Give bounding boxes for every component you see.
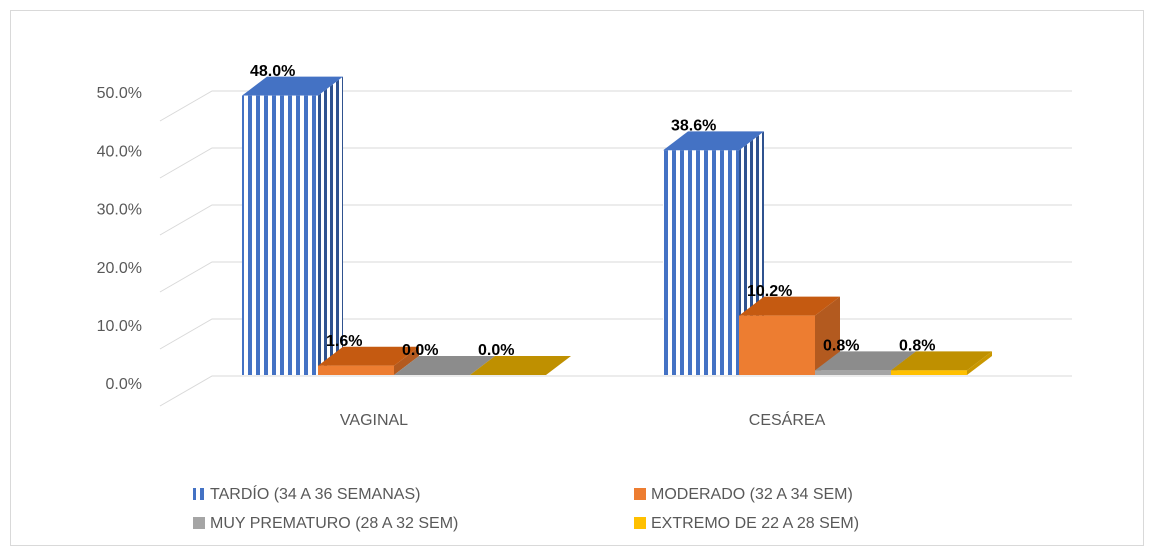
bar-face: [318, 77, 343, 375]
legend-marker: [193, 517, 205, 529]
y-tick-label: 30.0%: [97, 202, 142, 219]
bar: [242, 77, 343, 375]
x-tick-label: VAGINAL: [340, 412, 408, 429]
legend-marker: [634, 488, 646, 500]
bar-face: [663, 150, 739, 375]
x-tick-label: CESÁREA: [749, 410, 826, 429]
legend-label: TARDÍO (34 A 36 SEMANAS): [210, 484, 420, 503]
y-tick-label: 50.0%: [97, 85, 142, 102]
value-label: 0.0%: [478, 342, 514, 359]
legend-label: MODERADO (32 A 34 SEM): [651, 486, 853, 503]
value-label: 10.2%: [747, 283, 792, 300]
bar-face: [318, 366, 394, 375]
value-label: 38.6%: [671, 118, 716, 135]
value-label: 1.6%: [326, 333, 362, 350]
value-label: 0.8%: [899, 338, 935, 355]
value-label: 0.0%: [402, 342, 438, 359]
bar-face: [891, 370, 967, 375]
value-label: 48.0%: [250, 63, 295, 80]
y-tick-label: 20.0%: [97, 260, 142, 277]
bar-face: [242, 96, 318, 375]
bar-face: [739, 316, 815, 375]
y-tick-label: 40.0%: [97, 143, 142, 160]
y-tick-label: 0.0%: [106, 376, 142, 393]
value-label: 0.8%: [823, 338, 859, 355]
legend-marker: [634, 517, 646, 529]
legend-label: MUY PREMATURO (28 A 32 SEM): [210, 515, 458, 532]
legend-label: EXTREMO DE 22 A 28 SEM): [651, 515, 859, 532]
legend-marker: [193, 488, 205, 500]
bar-face: [815, 370, 891, 375]
y-tick-label: 10.0%: [97, 318, 142, 335]
